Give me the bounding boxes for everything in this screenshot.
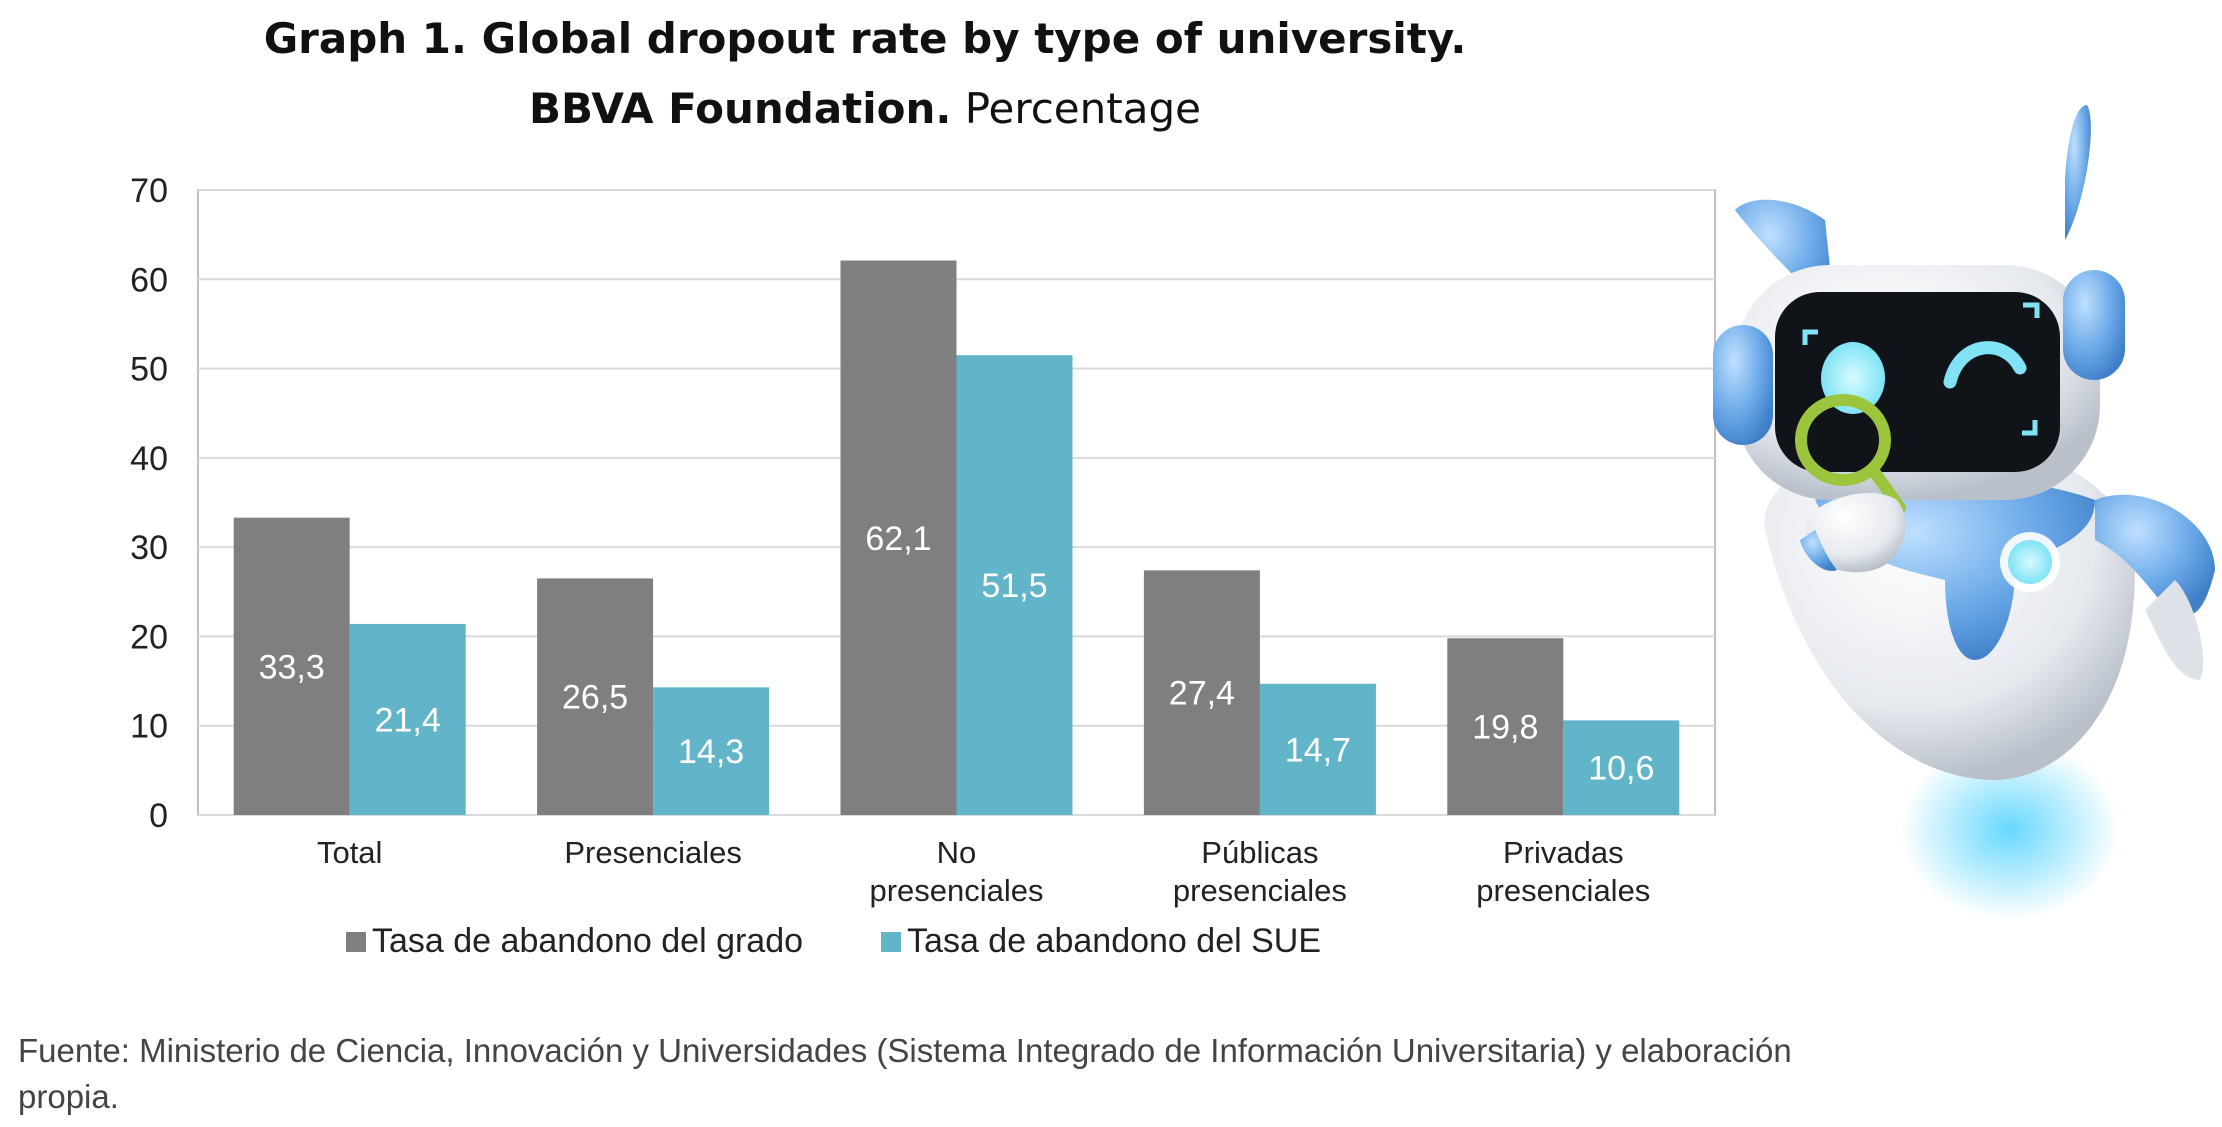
- x-tick-label: presenciales: [1476, 873, 1650, 908]
- chart-title: Graph 1. Global dropout rate by type of …: [263, 14, 1467, 63]
- data-label: 19,8: [1472, 709, 1538, 747]
- source-note: Fuente: Ministerio de Ciencia, Innovació…: [18, 1032, 1792, 1115]
- chart-subtitle: BBVA Foundation. Percentage: [0, 84, 1730, 133]
- subtitle-unit: Percentage: [964, 84, 1201, 133]
- bar: [1143, 570, 1260, 815]
- bar: [653, 687, 770, 815]
- data-label: 26,5: [562, 679, 628, 717]
- bar: [1259, 683, 1376, 815]
- data-label: 62,1: [865, 520, 931, 558]
- x-tick-label: Total: [317, 835, 382, 870]
- bar: [1563, 720, 1680, 815]
- bar: [1447, 638, 1564, 815]
- bar: [537, 578, 654, 815]
- y-tick-label: 20: [130, 618, 168, 656]
- data-label: 14,3: [678, 733, 744, 771]
- bar: [233, 517, 350, 815]
- bar: [840, 260, 957, 815]
- subtitle-bold: BBVA Foundation.: [529, 84, 952, 133]
- x-tick-label: Presenciales: [564, 835, 741, 870]
- y-tick-label: 0: [149, 797, 168, 835]
- bar: [349, 623, 466, 815]
- legend-item-sue: Tasa de abandono del SUE: [881, 922, 1321, 961]
- bar-chart: 0 10 20 30 40 50 60 70 33,3 21,4 Total 26,5 14,3 Pres…: [130, 172, 1716, 908]
- legend-item-grado: Tasa de abandono del grado: [346, 922, 803, 961]
- legend-label-grado: Tasa de abandono del grado: [372, 922, 804, 960]
- y-tick-label: 40: [130, 440, 168, 478]
- x-tick-label: presenciales: [1173, 873, 1347, 908]
- x-tick-label: Privadas: [1503, 835, 1624, 870]
- y-tick-label: 10: [130, 708, 168, 746]
- legend-label-sue: Tasa de abandono del SUE: [907, 922, 1322, 960]
- data-label: 33,3: [259, 648, 325, 686]
- y-tick-label: 50: [130, 351, 168, 389]
- data-label: 10,6: [1588, 750, 1654, 788]
- y-tick-label: 70: [130, 172, 168, 210]
- x-tick-label: presenciales: [869, 873, 1043, 908]
- data-label: 51,5: [981, 567, 1047, 605]
- x-tick-label: No: [937, 835, 977, 870]
- chart-legend: Tasa de abandono del grado Tasa de aband…: [346, 922, 1321, 961]
- legend-swatch-grado: [346, 931, 366, 952]
- y-tick-label: 30: [130, 529, 168, 567]
- data-label: 27,4: [1169, 675, 1235, 713]
- data-label: 21,4: [375, 701, 441, 739]
- bar: [956, 355, 1073, 815]
- y-tick-label: 60: [130, 261, 168, 299]
- data-label: 14,7: [1285, 731, 1351, 769]
- legend-swatch-sue: [881, 931, 902, 952]
- robot-icon: [1713, 105, 2215, 920]
- x-tick-label: Públicas: [1201, 835, 1318, 870]
